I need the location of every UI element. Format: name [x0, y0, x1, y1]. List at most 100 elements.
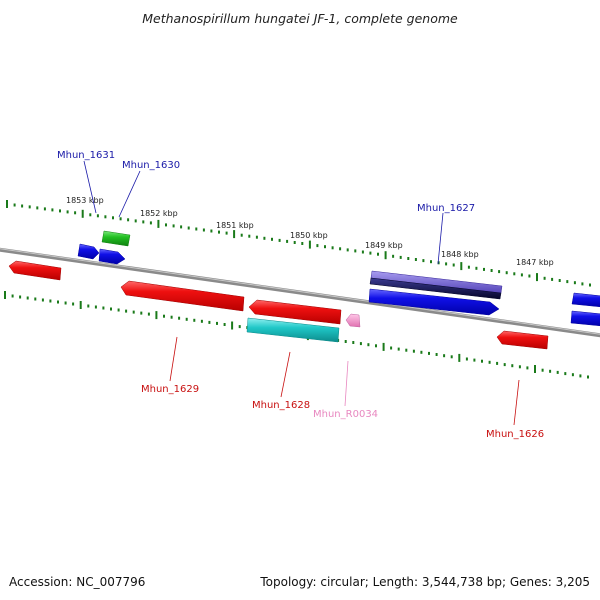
- inner-minor-tick: [41, 298, 44, 302]
- rna-feature-green[interactable]: [101, 230, 131, 247]
- label-mhun-1630[interactable]: Mhun_1630: [122, 160, 180, 171]
- gene-forward-edge-lower[interactable]: [570, 310, 600, 327]
- inner-minor-tick: [208, 320, 211, 324]
- inner-minor-tick: [19, 295, 22, 299]
- outer-minor-tick: [225, 231, 228, 235]
- outer-minor-tick: [422, 259, 425, 263]
- inner-minor-tick: [72, 302, 75, 306]
- outer-minor-tick: [218, 230, 220, 234]
- inner-minor-tick: [216, 321, 218, 325]
- inner-minor-tick: [223, 323, 226, 326]
- outer-major-tick: [81, 209, 84, 218]
- inner-minor-tick: [359, 342, 362, 346]
- outer-minor-tick: [134, 219, 137, 223]
- outer-minor-tick: [255, 235, 258, 239]
- outer-minor-tick: [263, 236, 266, 240]
- inner-minor-tick: [579, 374, 582, 378]
- inner-minor-tick: [443, 354, 446, 358]
- outer-minor-tick: [278, 238, 281, 242]
- outer-minor-tick: [180, 225, 183, 229]
- outer-minor-tick: [430, 260, 432, 264]
- outer-major-tick: [308, 240, 311, 249]
- label-mhun-1628[interactable]: Mhun_1628: [252, 400, 310, 411]
- inner-minor-tick: [140, 311, 143, 315]
- leader-mhun-1631: [83, 160, 97, 214]
- outer-major-tick: [536, 273, 538, 282]
- inner-minor-tick: [185, 317, 188, 321]
- inner-minor-tick: [163, 314, 165, 318]
- inner-minor-tick: [193, 318, 196, 322]
- outer-minor-tick: [354, 249, 357, 253]
- outer-minor-tick: [452, 263, 455, 267]
- inner-minor-tick: [178, 316, 181, 320]
- outer-minor-tick: [566, 280, 569, 284]
- inner-minor-tick: [405, 348, 408, 352]
- inner-minor-tick: [110, 307, 112, 311]
- label-mhun-1627[interactable]: Mhun_1627: [417, 203, 475, 214]
- inner-minor-tick: [541, 368, 544, 372]
- outer-minor-tick: [513, 272, 516, 276]
- inner-minor-tick: [94, 305, 97, 309]
- leader-mhun-1627: [437, 212, 444, 265]
- outer-minor-tick: [74, 211, 77, 215]
- inner-minor-tick: [450, 355, 453, 359]
- outer-minor-tick: [248, 234, 251, 238]
- genome-title: Methanospirillum hungatei JF-1, complete…: [142, 11, 458, 26]
- outer-minor-tick: [172, 224, 175, 228]
- label-mhun-1626[interactable]: Mhun_1626: [486, 429, 544, 440]
- inner-minor-tick: [117, 308, 120, 312]
- outer-minor-tick: [187, 226, 190, 230]
- inner-minor-tick: [352, 341, 355, 344]
- gene-mhun-1630[interactable]: [98, 248, 126, 265]
- gene-mhun-1628[interactable]: [248, 299, 342, 325]
- outer-minor-tick: [51, 208, 54, 212]
- outer-minor-tick: [89, 213, 92, 217]
- outer-minor-tick: [589, 283, 591, 287]
- gene-mhun-1631[interactable]: [77, 243, 100, 260]
- label-mhun-1629[interactable]: Mhun_1629: [141, 384, 199, 395]
- outer-minor-tick: [271, 237, 273, 241]
- gene-mhun-1629[interactable]: [120, 280, 245, 312]
- outer-minor-tick: [377, 252, 379, 256]
- outer-minor-tick: [346, 248, 349, 252]
- outer-minor-tick: [543, 276, 546, 280]
- leader-mhun-1628: [280, 351, 291, 398]
- outer-minor-tick: [202, 228, 205, 232]
- outer-major-tick: [384, 251, 387, 260]
- inner-minor-tick: [344, 340, 347, 343]
- feature-cyan[interactable]: [246, 317, 340, 343]
- label-mhun-1631[interactable]: Mhun_1631: [57, 150, 115, 161]
- highlight-mhun-1627[interactable]: [369, 270, 503, 300]
- gene-forward-edge-upper[interactable]: [571, 292, 600, 308]
- kbp-label-1848: 1848 kbp: [441, 250, 479, 259]
- inner-minor-tick: [375, 344, 377, 348]
- outer-major-tick: [460, 262, 463, 271]
- inner-minor-tick: [428, 351, 430, 355]
- outer-tick-ring: [6, 200, 591, 287]
- gene-mhun-1627[interactable]: [368, 288, 500, 316]
- inner-minor-tick: [367, 343, 370, 347]
- outer-minor-tick: [573, 281, 576, 285]
- inner-minor-tick: [511, 364, 514, 368]
- outer-minor-tick: [520, 273, 523, 277]
- outer-major-tick: [157, 219, 160, 228]
- outer-minor-tick: [142, 220, 145, 224]
- inner-major-tick: [231, 321, 234, 330]
- gene-mhun-1626[interactable]: [496, 330, 549, 350]
- inner-minor-tick: [200, 319, 203, 323]
- outer-minor-tick: [324, 245, 326, 249]
- label-mhun-r0034[interactable]: Mhun_R0034: [313, 409, 378, 420]
- inner-minor-tick: [34, 297, 37, 301]
- kbp-label-1851: 1851 kbp: [216, 221, 254, 230]
- leader-mhun-r0034: [344, 360, 349, 407]
- outer-minor-tick: [149, 221, 152, 225]
- inner-minor-tick: [87, 304, 90, 308]
- trna-mhun-r0034[interactable]: [345, 313, 361, 328]
- inner-minor-tick: [587, 375, 589, 379]
- outer-minor-tick: [407, 257, 410, 260]
- inner-minor-tick: [132, 310, 135, 314]
- gene-reverse-left-edge[interactable]: [8, 260, 62, 281]
- inner-minor-tick: [473, 358, 476, 362]
- outer-minor-tick: [210, 229, 213, 233]
- inner-minor-tick: [564, 372, 567, 376]
